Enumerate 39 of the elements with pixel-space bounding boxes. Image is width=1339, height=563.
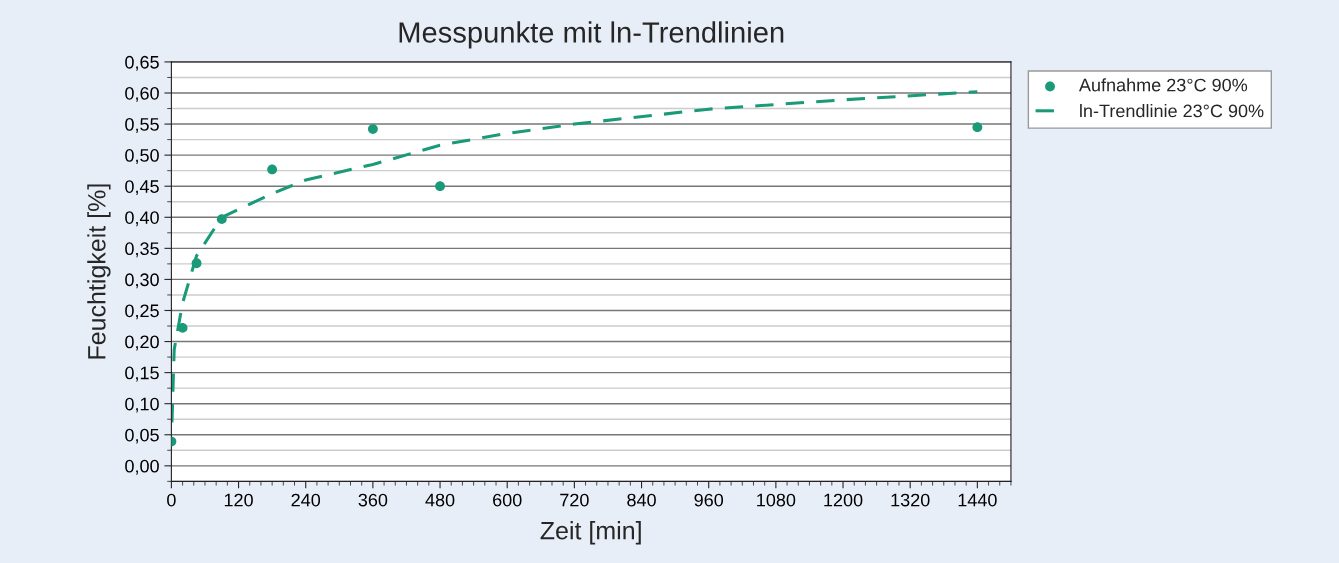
y-tick-label: 0,35 — [125, 242, 159, 258]
chart-title: Messpunkte mit ln-Trendlinien — [399, 21, 784, 49]
y-tick-label: 0,40 — [125, 211, 159, 227]
x-axis-title: Zeit [min] — [540, 521, 641, 545]
y-tick-label: 0,55 — [125, 118, 159, 133]
y-tick-label: 0,25 — [125, 304, 159, 320]
legend-label: ln-Trendlinie 23°C 90% — [1080, 104, 1264, 118]
y-tick-label: 0,60 — [125, 86, 159, 102]
x-tick-label: 1080 — [757, 493, 796, 507]
y-tick-label: 0,65 — [125, 55, 159, 71]
x-tick-label: 1200 — [824, 493, 863, 507]
x-tick-label: 960 — [694, 493, 724, 507]
x-tick-label: 480 — [425, 493, 455, 507]
x-tick-label: 120 — [224, 493, 253, 507]
point — [367, 124, 378, 134]
x-tick-label: 240 — [291, 493, 321, 507]
point — [191, 258, 202, 269]
x-tick-label: 1440 — [958, 493, 997, 507]
point — [972, 122, 983, 133]
x-tick-label: 840 — [627, 493, 656, 507]
x-tick-label: 0 — [167, 493, 176, 507]
y-tick-label: 0,00 — [125, 459, 159, 475]
point — [267, 164, 278, 175]
point — [435, 181, 445, 192]
point — [216, 214, 227, 225]
y-tick-label: 0,10 — [125, 397, 159, 413]
x-tick-label: 720 — [560, 493, 589, 507]
line-series — [171, 90, 979, 424]
legend-label: Aufnahme 23°C 90% — [1078, 78, 1248, 92]
x-tick-label: 360 — [358, 493, 388, 507]
y-tick-label: 0,45 — [125, 180, 159, 196]
y-axis-title: Feuchtigkeit [%] — [87, 184, 111, 359]
x-tick-label: 1320 — [891, 493, 930, 507]
y-tick-label: 0,05 — [125, 428, 159, 444]
x-tick-label: 600 — [493, 493, 522, 507]
y-tick-label: 0,20 — [125, 335, 159, 351]
y-tick-label: 0,30 — [125, 273, 159, 289]
y-tick-label: 0,15 — [125, 366, 159, 382]
y-tick-label: 0,50 — [125, 149, 159, 164]
